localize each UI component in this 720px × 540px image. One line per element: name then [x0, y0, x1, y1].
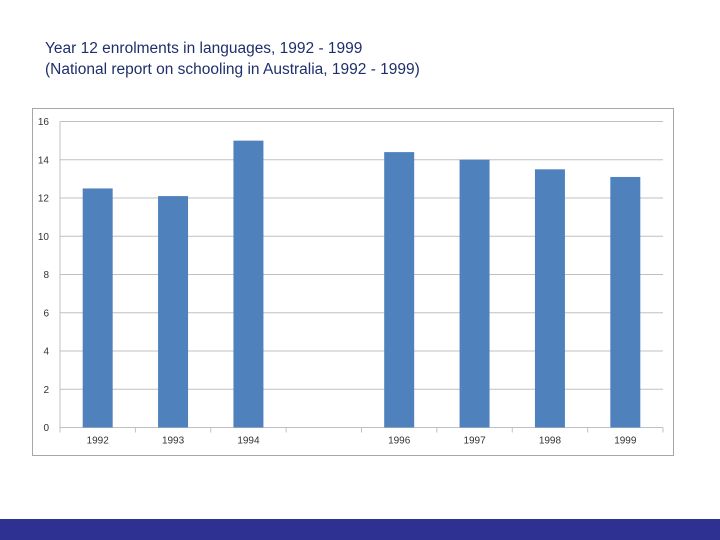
slide-title-line-2: (National report on schooling in Austral… — [45, 61, 420, 78]
footer-bar — [0, 519, 720, 540]
bar-1992 — [82, 188, 113, 428]
y-tick-label: 0 — [43, 423, 49, 434]
y-tick-label: 4 — [43, 347, 49, 358]
x-tick-label: 1997 — [463, 436, 486, 447]
x-tick-label: 1996 — [388, 436, 411, 447]
x-tick-label: 1992 — [87, 436, 110, 447]
x-tick-label: 1999 — [614, 436, 637, 447]
bar-chart: 0 2 4 6 8 10 12 14 16 1992 1993 1994 1996 1997 1998 199… — [38, 117, 664, 447]
slide-title-line-1: Year 12 enrolments in languages, 1992 - … — [45, 40, 363, 57]
y-tick-label: 12 — [38, 194, 50, 205]
x-tick-label: 1993 — [162, 436, 185, 447]
bar-1993 — [158, 196, 189, 428]
bar-1994 — [233, 140, 264, 428]
x-tick-label: 1998 — [539, 436, 562, 447]
slide-title: Year 12 enrolments in languages, 1992 - … — [45, 38, 685, 80]
bar-1998 — [534, 169, 565, 428]
y-tick-label: 6 — [43, 308, 49, 319]
y-tick-label: 8 — [43, 270, 49, 281]
y-tick-label: 10 — [38, 232, 50, 243]
y-tick-label: 16 — [38, 117, 50, 128]
chart-frame: 0 2 4 6 8 10 12 14 16 1992 1993 1994 1996 1997 1998 199… — [32, 108, 674, 456]
bar-1997 — [459, 159, 490, 428]
x-tick-label: 1994 — [237, 436, 260, 447]
bar-1996 — [384, 152, 415, 428]
y-tick-label: 2 — [43, 385, 49, 396]
bar-1999 — [610, 176, 641, 428]
y-tick-label: 14 — [38, 155, 50, 166]
